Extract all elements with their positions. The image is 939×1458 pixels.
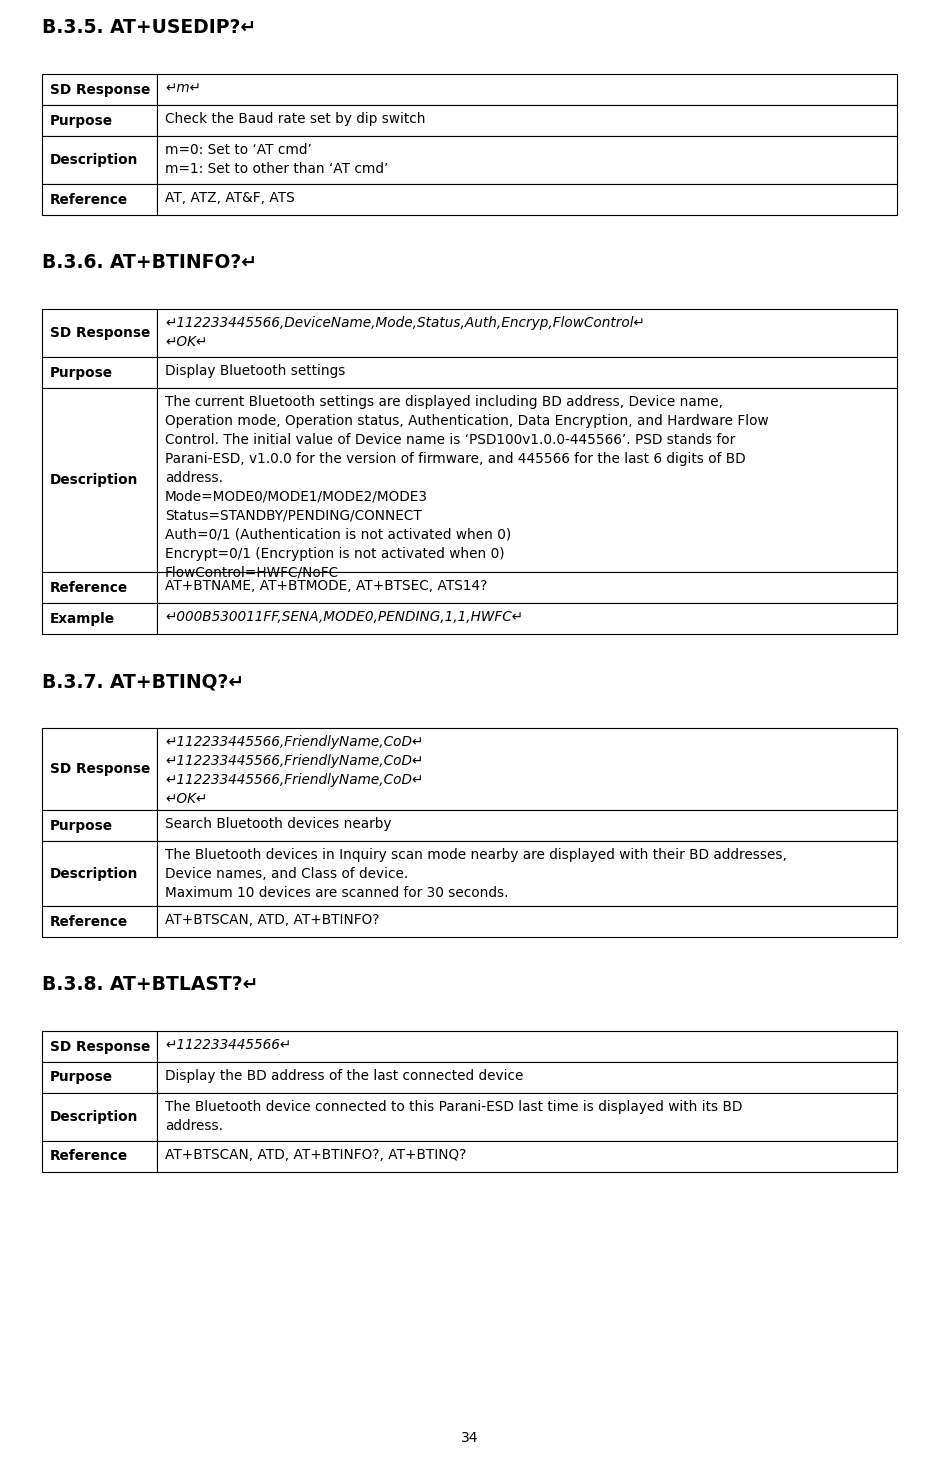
Bar [42,728,157,811]
Bar [42,1061,157,1094]
Bar [157,388,897,572]
Bar [157,1031,897,1061]
Bar [157,1094,897,1142]
Text: Reference: Reference [50,192,128,207]
Bar [42,604,157,634]
Text: B.3.5. AT+USEDIP?↵: B.3.5. AT+USEDIP?↵ [42,17,256,36]
Text: AT+BTNAME, AT+BTMODE, AT+BTSEC, ATS14?: AT+BTNAME, AT+BTMODE, AT+BTSEC, ATS14? [165,579,487,593]
Text: ↵000B530011FF,SENA,MODE0,PENDING,1,1,HWFC↵: ↵000B530011FF,SENA,MODE0,PENDING,1,1,HWF… [165,609,523,624]
Text: Description: Description [50,153,138,168]
Text: SD Response: SD Response [50,327,150,340]
Text: SD Response: SD Response [50,1040,150,1054]
Bar [42,309,157,357]
Bar [42,905,157,937]
Bar [157,811,897,841]
Text: Purpose: Purpose [50,1070,113,1085]
Text: Description: Description [50,472,138,487]
Text: Example: Example [50,611,115,625]
Text: Purpose: Purpose [50,818,113,833]
Text: B.3.7. AT+BTINQ?↵: B.3.7. AT+BTINQ?↵ [42,672,244,691]
Text: Check the Baud rate set by dip switch: Check the Baud rate set by dip switch [165,112,425,125]
Bar [42,74,157,105]
Bar [157,905,897,937]
Text: 34: 34 [461,1430,478,1445]
Text: Reference: Reference [50,914,128,929]
Bar [157,357,897,388]
Bar [42,841,157,905]
Text: SD Response: SD Response [50,763,150,776]
Text: B.3.6. AT+BTINFO?↵: B.3.6. AT+BTINFO?↵ [42,254,257,273]
Bar [157,728,897,811]
Bar [42,1142,157,1172]
Text: Purpose: Purpose [50,366,113,379]
Bar [157,309,897,357]
Bar [157,74,897,105]
Bar [42,184,157,214]
Text: ↵112233445566,DeviceName,Mode,Status,Auth,Encryp,FlowControl↵
↵OK↵: ↵112233445566,DeviceName,Mode,Status,Aut… [165,316,645,348]
Text: Display the BD address of the last connected device: Display the BD address of the last conne… [165,1069,523,1083]
Text: AT, ATZ, AT&F, ATS: AT, ATZ, AT&F, ATS [165,191,295,206]
Bar [157,604,897,634]
Bar [42,357,157,388]
Bar [157,1061,897,1094]
Bar [157,105,897,136]
Bar [42,388,157,572]
Bar [42,105,157,136]
Text: The current Bluetooth settings are displayed including BD address, Device name,
: The current Bluetooth settings are displ… [165,395,769,579]
Bar [42,1094,157,1142]
Bar [157,184,897,214]
Bar [157,841,897,905]
Bar [157,136,897,184]
Text: AT+BTSCAN, ATD, AT+BTINFO?, AT+BTINQ?: AT+BTSCAN, ATD, AT+BTINFO?, AT+BTINQ? [165,1147,467,1162]
Text: Search Bluetooth devices nearby: Search Bluetooth devices nearby [165,816,392,831]
Text: The Bluetooth device connected to this Parani-ESD last time is displayed with it: The Bluetooth device connected to this P… [165,1099,743,1133]
Bar [157,572,897,604]
Bar [42,136,157,184]
Text: ↵m↵: ↵m↵ [165,82,201,95]
Text: Reference: Reference [50,1149,128,1163]
Text: The Bluetooth devices in Inquiry scan mode nearby are displayed with their BD ad: The Bluetooth devices in Inquiry scan mo… [165,849,787,900]
Text: Description: Description [50,1110,138,1124]
Text: AT+BTSCAN, ATD, AT+BTINFO?: AT+BTSCAN, ATD, AT+BTINFO? [165,913,379,927]
Text: Description: Description [50,866,138,881]
Text: Purpose: Purpose [50,114,113,127]
Text: ↵112233445566,FriendlyName,CoD↵
↵112233445566,FriendlyName,CoD↵
↵112233445566,Fr: ↵112233445566,FriendlyName,CoD↵ ↵1122334… [165,735,423,806]
Text: ↵112233445566↵: ↵112233445566↵ [165,1038,291,1053]
Bar [157,1142,897,1172]
Text: Reference: Reference [50,580,128,595]
Text: Display Bluetooth settings: Display Bluetooth settings [165,364,346,378]
Text: SD Response: SD Response [50,83,150,96]
Bar [42,572,157,604]
Text: B.3.8. AT+BTLAST?↵: B.3.8. AT+BTLAST?↵ [42,975,258,994]
Text: m=0: Set to ‘AT cmd’
m=1: Set to other than ‘AT cmd’: m=0: Set to ‘AT cmd’ m=1: Set to other t… [165,143,389,176]
Bar [42,1031,157,1061]
Bar [42,811,157,841]
